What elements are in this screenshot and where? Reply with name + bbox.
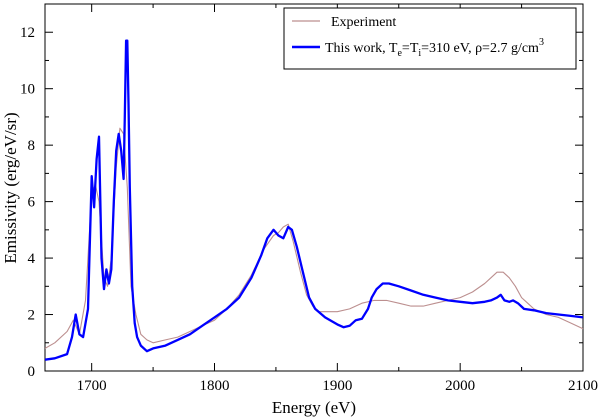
legend: Experiment This work, Te=Ti=310 eV, ρ=2.… — [283, 7, 577, 70]
y-tick-label: 6 — [28, 195, 36, 211]
model-series-line — [44, 39, 584, 361]
y-tick-label: 2 — [28, 308, 36, 324]
x-tick-label: 2100 — [568, 378, 598, 394]
y-tick-label: 4 — [28, 251, 36, 267]
series-group — [44, 39, 584, 361]
x-tick-label: 2000 — [445, 378, 475, 394]
x-tick-label: 1700 — [77, 378, 107, 394]
y-tick-label: 12 — [20, 25, 35, 41]
x-axis-label: Energy (eV) — [272, 398, 356, 417]
legend-model-sub-e: e — [397, 48, 402, 59]
y-axis-label: Emissivity (erg/eV/sr) — [1, 112, 20, 263]
legend-model-sub-i: i — [418, 48, 421, 59]
y-tick-label: 8 — [28, 138, 36, 154]
y-tick-label: 0 — [28, 364, 36, 380]
legend-box — [283, 7, 577, 70]
legend-label-model: This work, Te=Ti=310 eV, ρ=2.7 g/cm3 — [325, 37, 544, 59]
experiment-series-line — [44, 127, 584, 349]
y-tick-label: 10 — [20, 82, 35, 98]
legend-model-mid: =310 eV, ρ=2.7 g/cm — [421, 41, 539, 56]
x-tick-label: 1800 — [200, 378, 230, 394]
x-tick-label: 1900 — [322, 378, 352, 394]
legend-model-prefix: This work, T — [325, 41, 398, 56]
x-ticks: 1700 1800 1900 2000 2100 — [77, 4, 598, 394]
y-ticks: 0 2 4 6 8 10 12 — [20, 3, 583, 380]
plot-frame — [44, 3, 584, 372]
legend-label-experiment: Experiment — [331, 15, 396, 30]
legend-model-sup: 3 — [539, 37, 544, 48]
legend-model-eq: =T — [402, 41, 419, 56]
